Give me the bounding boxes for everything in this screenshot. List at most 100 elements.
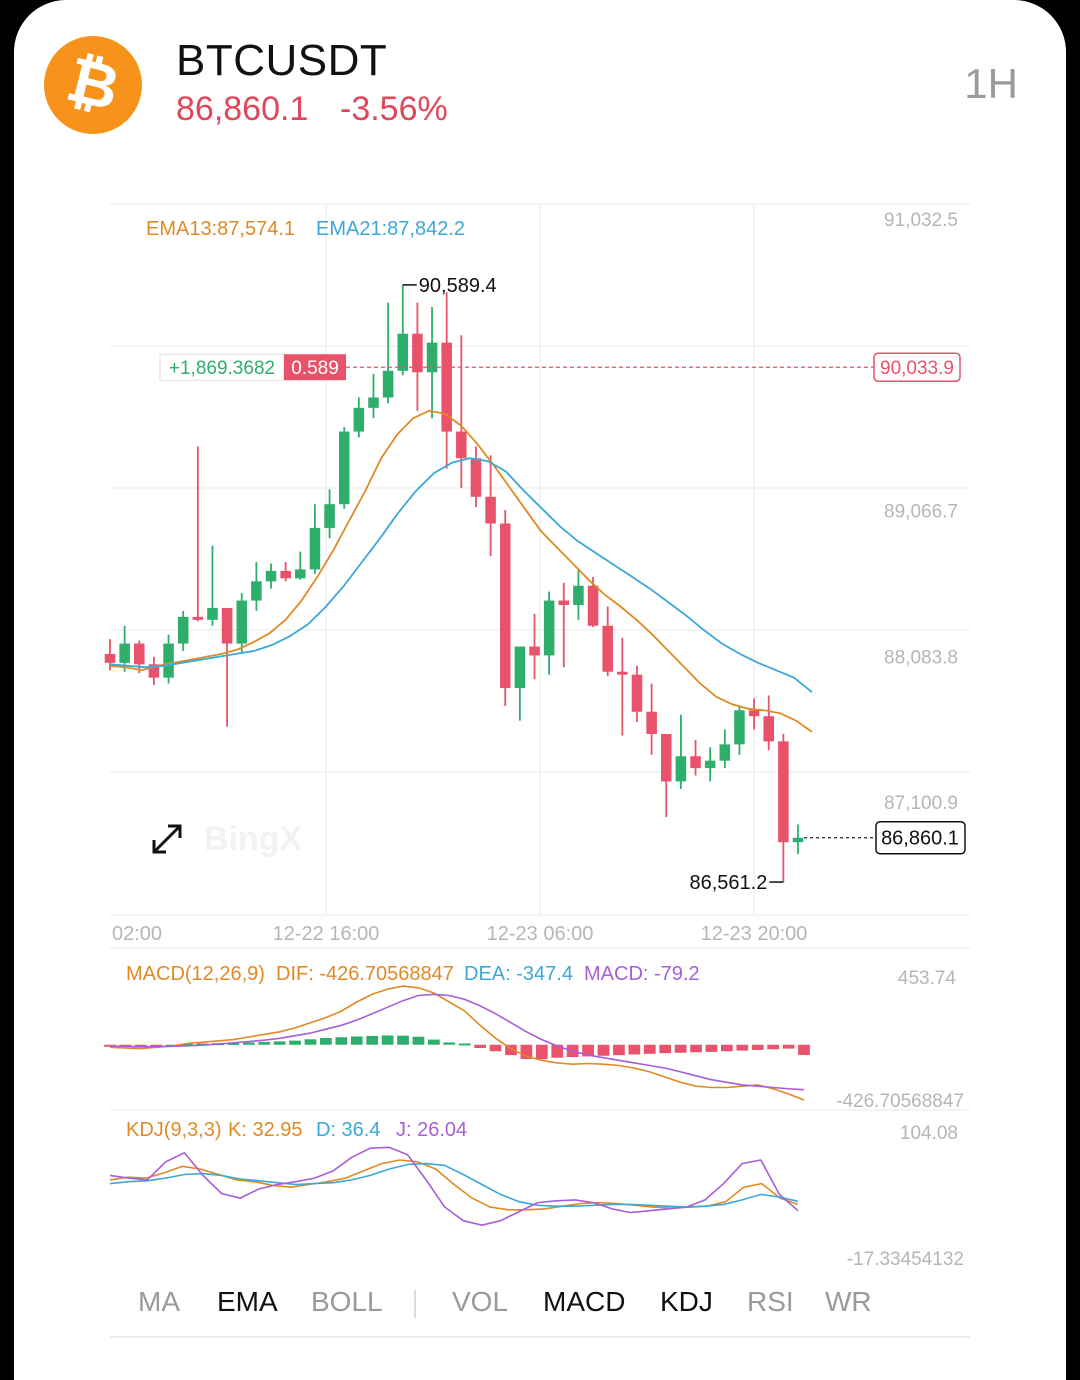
macd-dea-line — [109, 993, 805, 1091]
macd-hist-bar — [289, 1040, 301, 1045]
candle — [778, 733, 789, 883]
candle — [207, 545, 218, 626]
candle-body — [617, 671, 628, 675]
low-label: 86,561.2 — [690, 872, 768, 894]
macd-hist-bar — [443, 1042, 456, 1045]
candle — [675, 714, 687, 789]
macd-hist-bar — [350, 1036, 363, 1045]
candle-body — [529, 646, 540, 656]
indicator-tabs: MA EMA BOLL VOL MACD KDJ RSI WR — [14, 1286, 1066, 1326]
macd-hist-bar — [628, 1044, 641, 1055]
candle — [573, 569, 584, 620]
ema-lines — [109, 409, 813, 733]
candle-body — [763, 716, 774, 742]
macd-hist-bar — [767, 1044, 780, 1050]
candle-body — [280, 570, 291, 579]
tab-macd[interactable]: MACD — [543, 1286, 626, 1317]
tab-ma[interactable]: MA — [138, 1286, 180, 1317]
y-tick-label: 88,083.8 — [884, 647, 958, 668]
candle-body — [441, 342, 452, 432]
tab-vol[interactable]: VOL — [452, 1286, 509, 1317]
macd-hist-bar — [643, 1044, 656, 1054]
candle — [617, 637, 628, 736]
candle — [514, 646, 526, 721]
macd-panel: MACD(12,26,9) DIF: -426.70568847 DEA: -347… — [104, 963, 964, 1112]
chart-svg[interactable]: BingX 91,032.5 89,066.7 88,083.8 87,100.9 02… — [14, 0, 1066, 1280]
tab-ema[interactable]: EMA — [217, 1286, 278, 1317]
candle — [134, 640, 145, 674]
high-label: 90,589.4 — [419, 275, 497, 297]
macd-hist-bar — [258, 1041, 271, 1045]
y-tick-label: 87,100.9 — [884, 793, 958, 814]
candles-group — [104, 284, 804, 883]
watermark: BingX — [204, 820, 303, 858]
x-tick-label: 12-23 20:00 — [701, 923, 808, 945]
chart-card: ₿ BTCUSDT 86,860.1 -3.56% 1H BingX 91,03… — [14, 0, 1066, 1380]
macd-hist-bar — [320, 1038, 332, 1045]
last-price-label: 86,860.1 — [881, 828, 959, 850]
macd-hist-bar — [474, 1044, 486, 1048]
candle-body — [543, 600, 555, 656]
candle-body — [631, 674, 643, 712]
candle — [485, 455, 496, 557]
macd-y-min: -426.70568847 — [836, 1091, 964, 1112]
macd-hist-bar — [705, 1044, 718, 1052]
candle-body — [514, 646, 526, 689]
candle — [295, 551, 306, 580]
candle-body — [426, 342, 438, 373]
candle-body — [778, 741, 789, 843]
candle — [251, 562, 262, 611]
kdj-k-label: K: 32.95 — [228, 1119, 303, 1141]
candle-body — [470, 458, 482, 497]
candle — [529, 613, 540, 680]
macd-hist-bar — [489, 1044, 502, 1052]
candle-body — [163, 643, 174, 678]
bottom-divider — [110, 1336, 970, 1338]
candle — [558, 582, 570, 668]
tab-wr[interactable]: WR — [825, 1286, 872, 1317]
candle — [148, 656, 160, 686]
candle-body — [309, 527, 321, 570]
crosshair-pct-box — [284, 354, 346, 381]
candle-body — [573, 585, 584, 606]
candle — [748, 698, 760, 730]
candle-body — [177, 616, 189, 644]
x-tick-label: 02:00 — [112, 923, 162, 945]
macd-hist-bar — [674, 1044, 687, 1053]
kdj-panel: KDJ(9,3,3) K: 32.95 D: 36.4 J: 26.04 104.08 -… — [109, 1119, 964, 1270]
crosshair-diff-box — [159, 353, 285, 381]
macd-hist-bar — [505, 1044, 517, 1056]
crosshair-pct-label: 0.589 — [291, 358, 339, 379]
candle — [456, 335, 467, 488]
macd-hist-bar — [613, 1044, 625, 1056]
macd-y-max: 453.74 — [898, 968, 957, 989]
tab-rsi[interactable]: RSI — [747, 1286, 794, 1317]
candle-body — [397, 333, 409, 371]
candle-body — [119, 643, 130, 663]
candle — [397, 284, 409, 376]
candle-body — [368, 397, 379, 408]
tab-boll[interactable]: BOLL — [311, 1286, 383, 1317]
tab-kdj[interactable]: KDJ — [660, 1286, 713, 1317]
macd-hist-bar — [304, 1039, 317, 1045]
bitcoin-icon: ₿ — [44, 36, 142, 134]
candle — [631, 665, 643, 723]
candle-body — [675, 756, 687, 782]
macd-hist-bar — [535, 1044, 548, 1059]
candle-body — [602, 625, 613, 672]
legend-ema13: EMA13:87,574.1 — [146, 218, 295, 240]
main-labels: 91,032.5 89,066.7 88,083.8 87,100.9 02:00 12-… — [112, 210, 966, 945]
interval-selector[interactable]: 1H — [964, 60, 1018, 107]
candle — [763, 695, 774, 751]
candle — [602, 606, 613, 677]
candle-body — [485, 496, 496, 524]
candle — [646, 683, 657, 755]
candle-body — [792, 837, 804, 843]
candle-body — [221, 607, 233, 644]
macd-hist-bar — [798, 1044, 810, 1056]
candle — [719, 729, 731, 769]
macd-hist-bar — [366, 1035, 379, 1045]
candle — [499, 510, 511, 706]
expand-icon[interactable] — [152, 824, 182, 854]
macd-hist-bar — [181, 1043, 193, 1046]
